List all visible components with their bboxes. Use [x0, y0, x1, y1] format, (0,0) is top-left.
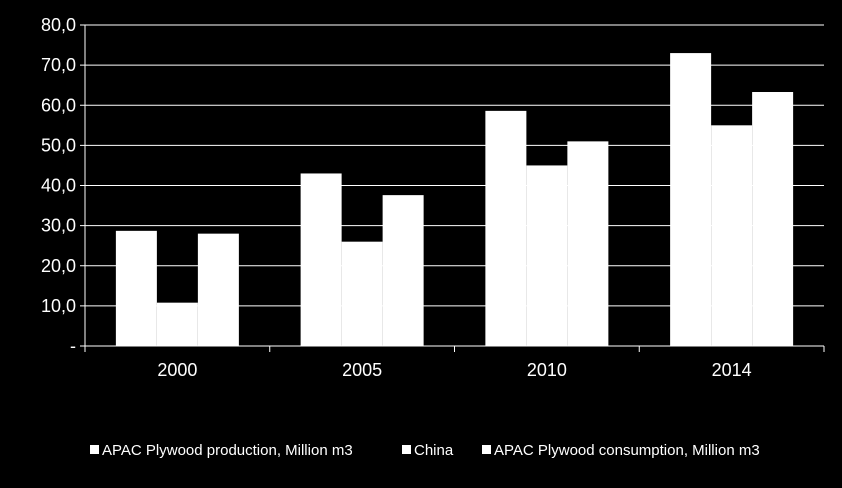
axes	[80, 24, 825, 352]
y-tick-label: 80,0	[41, 15, 76, 35]
x-tick-label: 2014	[712, 360, 752, 380]
x-tick-label: 2010	[527, 360, 567, 380]
y-tick-label: -	[70, 336, 76, 356]
legend: APAC Plywood production, Million m3 China…	[90, 442, 760, 459]
x-axis-tick-labels: 2000 2005 2010 2014	[157, 360, 751, 380]
y-tick-label: 20,0	[41, 256, 76, 276]
legend-entry-label: China	[414, 442, 454, 459]
x-tick-label: 2005	[342, 360, 382, 380]
bar	[485, 110, 527, 347]
legend-swatch	[402, 445, 411, 454]
bar	[382, 195, 424, 346]
legend-swatch	[90, 445, 99, 454]
bar	[197, 233, 239, 346]
legend-swatch	[482, 445, 491, 454]
bar	[156, 302, 198, 346]
y-tick-label: 60,0	[41, 95, 76, 115]
bar	[526, 165, 568, 346]
y-axis-tick-labels: - 10,0 20,0 30,0 40,0 50,0 60,0 70,0 80,0	[41, 15, 76, 356]
y-tick-label: 30,0	[41, 216, 76, 236]
bar	[567, 141, 609, 346]
bar	[670, 53, 712, 347]
legend-entry-label: APAC Plywood consumption, Million m3	[494, 442, 760, 459]
bar	[300, 173, 342, 346]
bar	[711, 125, 753, 346]
bar	[341, 241, 383, 346]
legend-entry-label: APAC Plywood production, Million m3	[102, 442, 353, 459]
y-tick-label: 70,0	[41, 55, 76, 75]
y-tick-label: 10,0	[41, 296, 76, 316]
y-tick-label: 50,0	[41, 135, 76, 155]
bar	[115, 230, 157, 346]
bar	[752, 92, 794, 346]
x-tick-label: 2000	[157, 360, 197, 380]
bars	[115, 53, 794, 347]
y-tick-label: 40,0	[41, 176, 76, 196]
